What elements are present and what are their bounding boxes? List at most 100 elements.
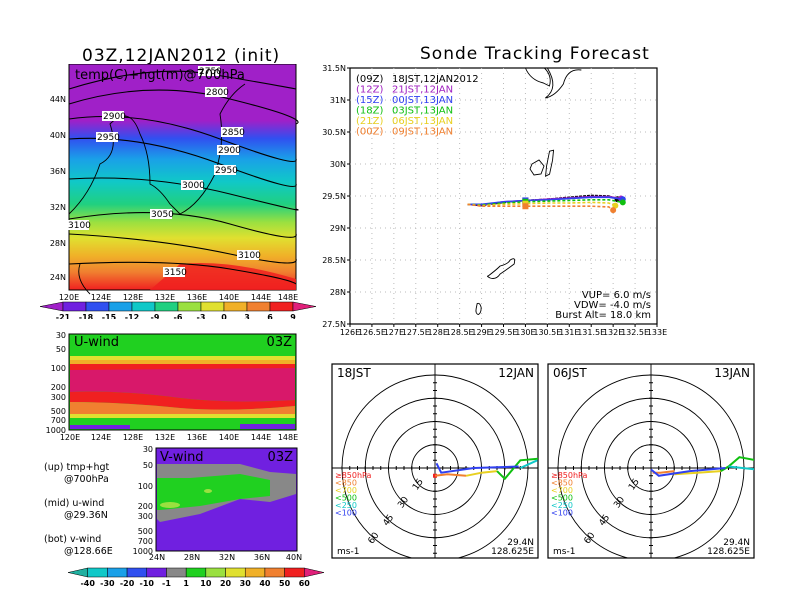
colorbar-label: 10 [200,579,212,588]
svg-text:2800: 2800 [206,88,229,98]
svg-text:30: 30 [56,331,66,340]
colorbar-label: -18 [79,313,94,319]
x-tick-label: 126E [340,328,360,337]
svg-text:50: 50 [143,461,153,470]
track-endpoint [612,202,619,209]
colorbar-label: -1 [162,579,171,588]
coastline [525,67,582,99]
pressure-axis: 30 50 100 200 300 500 700 1000 [46,331,66,435]
colorbar-label: 50 [279,579,291,588]
hodograph-time: 06JST [553,366,587,380]
x-tick-label: 133E [647,328,667,337]
x-tick-label: 129E [471,328,491,337]
colorbar-label: -30 [100,579,115,588]
colorbar-cell [244,567,266,578]
contour-label: 2900 [217,145,241,156]
legend-entry: <100 [335,509,357,518]
x-tick-label: 130E [515,328,535,337]
temperature-colorbar: -21 -18 -15 -12 -9 -6 -3 0 3 6 9 [39,301,317,319]
lon-axis: 120E 124E 128E 132E 136E 140E 144E 148E [60,433,298,442]
units-label: ms-1 [337,547,359,557]
legend-entry: <250 [551,501,573,510]
lon-tick: 136E [187,293,207,302]
legend-code: (00Z) [356,127,383,138]
contour-label: 3100 [67,220,91,231]
location-lon: 128.625E [707,547,750,557]
tracking-title: Sonde Tracking Forecast [420,44,650,64]
colorbar-cell [62,301,87,312]
contour-label: 3050 [150,209,174,220]
x-tick-label: 131.5E [577,328,605,337]
v-wind-section: V-wind 03Z 30 50 100 200 300 500 700 100… [133,445,302,562]
legend-code: (21Z) [356,116,383,127]
legend-entry: <250 [335,501,357,510]
u-wind-label: U-wind [74,335,119,350]
colorbar-label: -21 [56,313,71,319]
lat-axis: 44N 40N 36N 32N 28N 24N [50,95,66,282]
coastline [545,149,555,177]
lon-tick: 148E [278,293,298,302]
wind-colorbar: -40 -30 -20 -10 -1 1 10 20 30 40 50 60 [67,567,325,588]
colorbar-cell [269,301,294,312]
x-tick-label: 130.5E [533,328,561,337]
lat-tick: 44N [50,95,66,104]
legend-entry: <700 [335,486,357,495]
colorbar-label: 1 [183,579,189,588]
colorbar-cell [39,301,64,312]
colorbar-label: -10 [140,579,155,588]
parameter-annotation: Burst Alt= 18.0 km [555,310,651,321]
panel-notes: (up) tmp+hgt @700hPa (mid) u-wind @29.36N … [44,462,113,558]
svg-text:2850: 2850 [222,128,245,138]
sonde-tracking-chart: 126E126.5E127E127.5E128E128.5E129E129.5E… [322,64,667,337]
legend-entry: <100 [551,509,573,518]
colorbar-label: -6 [174,313,183,319]
colorbar-cell [284,567,305,578]
colorbar-label: 6 [267,313,273,319]
track-line [467,196,623,206]
contour-labels: 2750 2800 2850 2900 2900 2950 2950 3000 … [67,66,261,278]
hodograph-date: 12JAN [498,366,534,380]
legend-code: (18Z) [356,106,383,117]
track-line [467,201,616,207]
colorbar-cell [205,567,226,578]
svg-text:500: 500 [51,407,66,416]
colorbar-cell [200,301,225,312]
svg-text:124E: 124E [91,433,111,442]
svg-text:40N: 40N [286,553,302,562]
colorbar-cell [87,567,108,578]
svg-text:100: 100 [51,364,66,373]
colorbar-cell [154,301,179,312]
lon-tick: 132E [155,293,175,302]
map-title: 03Z,12JAN2012 (init) [82,46,281,66]
hodograph-date: 13JAN [714,366,750,380]
coastlines [475,67,582,315]
svg-text:132E: 132E [155,433,175,442]
colorbar-label: 40 [259,579,271,588]
svg-text:36N: 36N [254,553,270,562]
contour-label: 2900 [102,111,126,122]
track-marker [522,203,529,210]
colorbar-cell [146,567,167,578]
colorbar-label: -15 [102,313,117,319]
location-lat: 29.4N [723,538,750,548]
u-wind-time: 03Z [267,335,293,350]
contour-label: 2750 [198,66,222,77]
svg-text:1000: 1000 [46,426,66,435]
colorbar-label: 0 [221,313,227,319]
legend-entry: <850 [551,479,573,488]
svg-text:300: 300 [51,393,66,402]
lat-tick: 28N [50,239,66,248]
note: (mid) u-wind @29.36N [44,498,108,521]
coastlines [68,83,246,295]
colorbar-cell [177,301,202,312]
lon-tick: 140E [219,293,239,302]
svg-text:300: 300 [138,512,153,521]
svg-text:1000: 1000 [133,547,153,556]
colorbar-cell [223,301,248,312]
svg-text:24N: 24N [149,553,165,562]
svg-text:148E: 148E [278,433,298,442]
track-line [467,199,623,206]
map-plot-area [68,64,297,291]
svg-text:2750: 2750 [199,67,222,77]
